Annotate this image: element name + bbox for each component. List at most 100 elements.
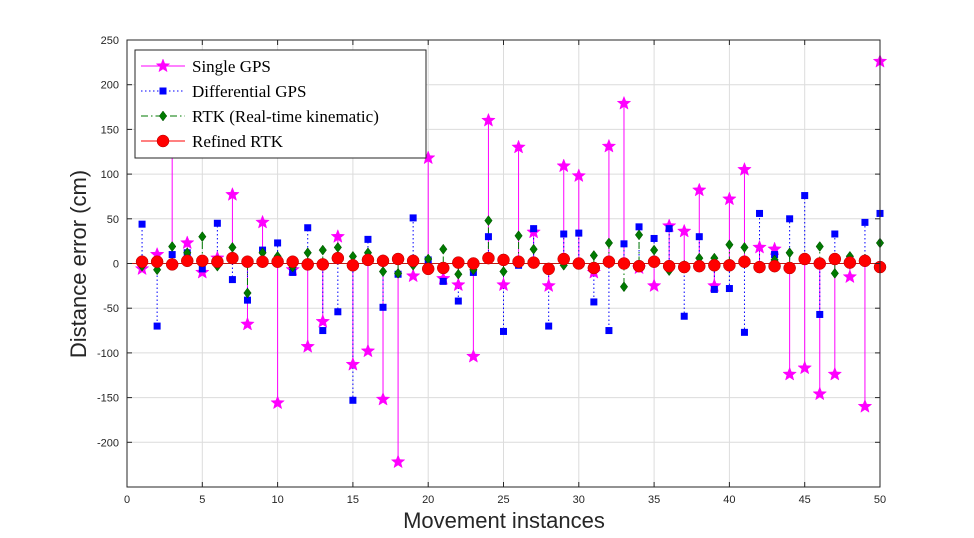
rtk-real-time-kinematic-point — [243, 287, 252, 299]
legend: Single GPS Differential GPS RTK (Real-time… — [134, 49, 427, 159]
refined-rtk-point — [135, 255, 149, 268]
differential-gps-point — [680, 312, 688, 320]
differential-gps-point — [500, 327, 507, 335]
single-gps-point — [405, 268, 421, 283]
legend-label: RTK (Real-time kinematic) — [192, 107, 379, 126]
single-gps-point — [842, 269, 858, 284]
single-gps-point — [179, 235, 195, 250]
refined-rtk-point — [196, 254, 209, 268]
differential-gps-point — [304, 224, 312, 232]
refined-rtk-point — [437, 261, 450, 275]
x-tick-label: 20 — [422, 494, 434, 506]
x-tick-label: 50 — [874, 494, 886, 506]
differential-gps-point — [153, 322, 161, 330]
single-gps-point — [676, 223, 692, 238]
differential-gps-point — [740, 328, 748, 336]
refined-rtk-point — [843, 256, 857, 269]
refined-rtk-point — [497, 253, 510, 267]
y-tick-label: 0 — [113, 259, 119, 271]
differential-gps-point — [620, 240, 628, 248]
single-gps-point — [450, 277, 466, 292]
refined-rtk-point — [542, 262, 555, 276]
differential-gps-point — [243, 296, 251, 304]
x-tick-label: 40 — [723, 494, 735, 506]
rtk-real-time-kinematic-point — [634, 229, 644, 241]
y-tick-label: 150 — [101, 124, 119, 136]
rtk-real-time-kinematic-point — [785, 247, 794, 259]
refined-rtk-point — [346, 259, 360, 272]
refined-rtk-point — [301, 258, 314, 271]
y-tick-label: -50 — [103, 303, 119, 315]
single-gps-point — [511, 139, 526, 154]
rtk-real-time-kinematic-point — [484, 215, 493, 227]
rtk-real-time-kinematic-point — [318, 244, 327, 256]
refined-rtk-point — [406, 254, 420, 268]
single-gps-point — [571, 168, 587, 183]
single-gps-point — [556, 158, 572, 173]
differential-gps-point — [545, 322, 553, 330]
single-gps-point — [360, 343, 376, 358]
refined-rtk-point — [708, 259, 721, 272]
differential-gps-point — [364, 235, 372, 243]
differential-gps-point — [590, 298, 598, 306]
refined-rtk-point — [286, 255, 299, 268]
x-tick-label: 25 — [497, 494, 509, 506]
differential-gps-point — [575, 229, 583, 237]
x-tick-label: 5 — [199, 494, 205, 506]
y-tick-label: 200 — [101, 80, 119, 92]
differential-gps-point — [228, 276, 236, 284]
rtk-real-time-kinematic-point — [619, 281, 629, 293]
rtk-real-time-kinematic-point — [650, 244, 659, 256]
refined-rtk-point — [783, 261, 796, 275]
rtk-real-time-kinematic-point — [394, 267, 403, 279]
refined-rtk-point — [452, 256, 465, 269]
x-tick-label: 35 — [648, 494, 660, 506]
refined-rtk-point — [647, 255, 661, 268]
single-gps-point — [752, 239, 767, 254]
single-gps-point — [496, 277, 511, 292]
differential-gps-point — [650, 234, 658, 242]
single-gps-point — [481, 112, 496, 127]
legend-label: Single GPS — [192, 57, 271, 76]
rtk-real-time-kinematic-point — [604, 237, 613, 249]
y-tick-label: 100 — [101, 169, 119, 181]
differential-gps-point — [484, 233, 492, 241]
refined-rtk-point — [632, 259, 646, 273]
differential-gps-point — [695, 233, 703, 241]
rtk-real-time-kinematic-point — [439, 243, 448, 255]
refined-rtk-point — [798, 252, 811, 266]
rtk-real-time-kinematic-point — [168, 241, 177, 252]
single-gps-point — [722, 191, 737, 206]
differential-gps-point — [831, 230, 839, 238]
refined-rtk-point — [211, 255, 224, 268]
differential-gps-point — [605, 327, 613, 335]
rtk-real-time-kinematic-point — [198, 231, 207, 243]
differential-gps-point — [530, 225, 538, 233]
rtk-real-time-kinematic-point — [454, 268, 463, 280]
legend-label: Differential GPS — [192, 82, 306, 101]
y-tick-label: 50 — [107, 214, 119, 226]
refined-rtk-point — [602, 255, 616, 268]
y-tick-label: 250 — [101, 35, 119, 47]
x-tick-label: 45 — [799, 494, 811, 506]
refined-rtk-point — [768, 259, 781, 273]
differential-gps-point — [138, 220, 146, 228]
single-gps-point — [616, 95, 632, 110]
differential-gps-point — [454, 297, 462, 305]
refined-rtk-point — [557, 252, 570, 266]
single-gps-point — [812, 386, 828, 401]
rtk-real-time-kinematic-point — [514, 230, 523, 242]
refined-rtk-point — [828, 252, 842, 266]
refined-rtk-point — [813, 257, 827, 270]
refined-rtk-point — [738, 255, 751, 268]
single-gps-point — [691, 182, 707, 197]
refined-rtk-point — [241, 255, 254, 268]
x-axis-label: Movement instances — [403, 508, 605, 533]
refined-rtk-point — [226, 251, 239, 265]
y-axis-label: Distance error (cm) — [66, 170, 91, 358]
y-tick-label: -150 — [97, 393, 119, 405]
rtk-real-time-kinematic-point — [725, 239, 734, 251]
differential-gps-point — [409, 214, 417, 222]
refined-rtk-point — [271, 255, 284, 268]
